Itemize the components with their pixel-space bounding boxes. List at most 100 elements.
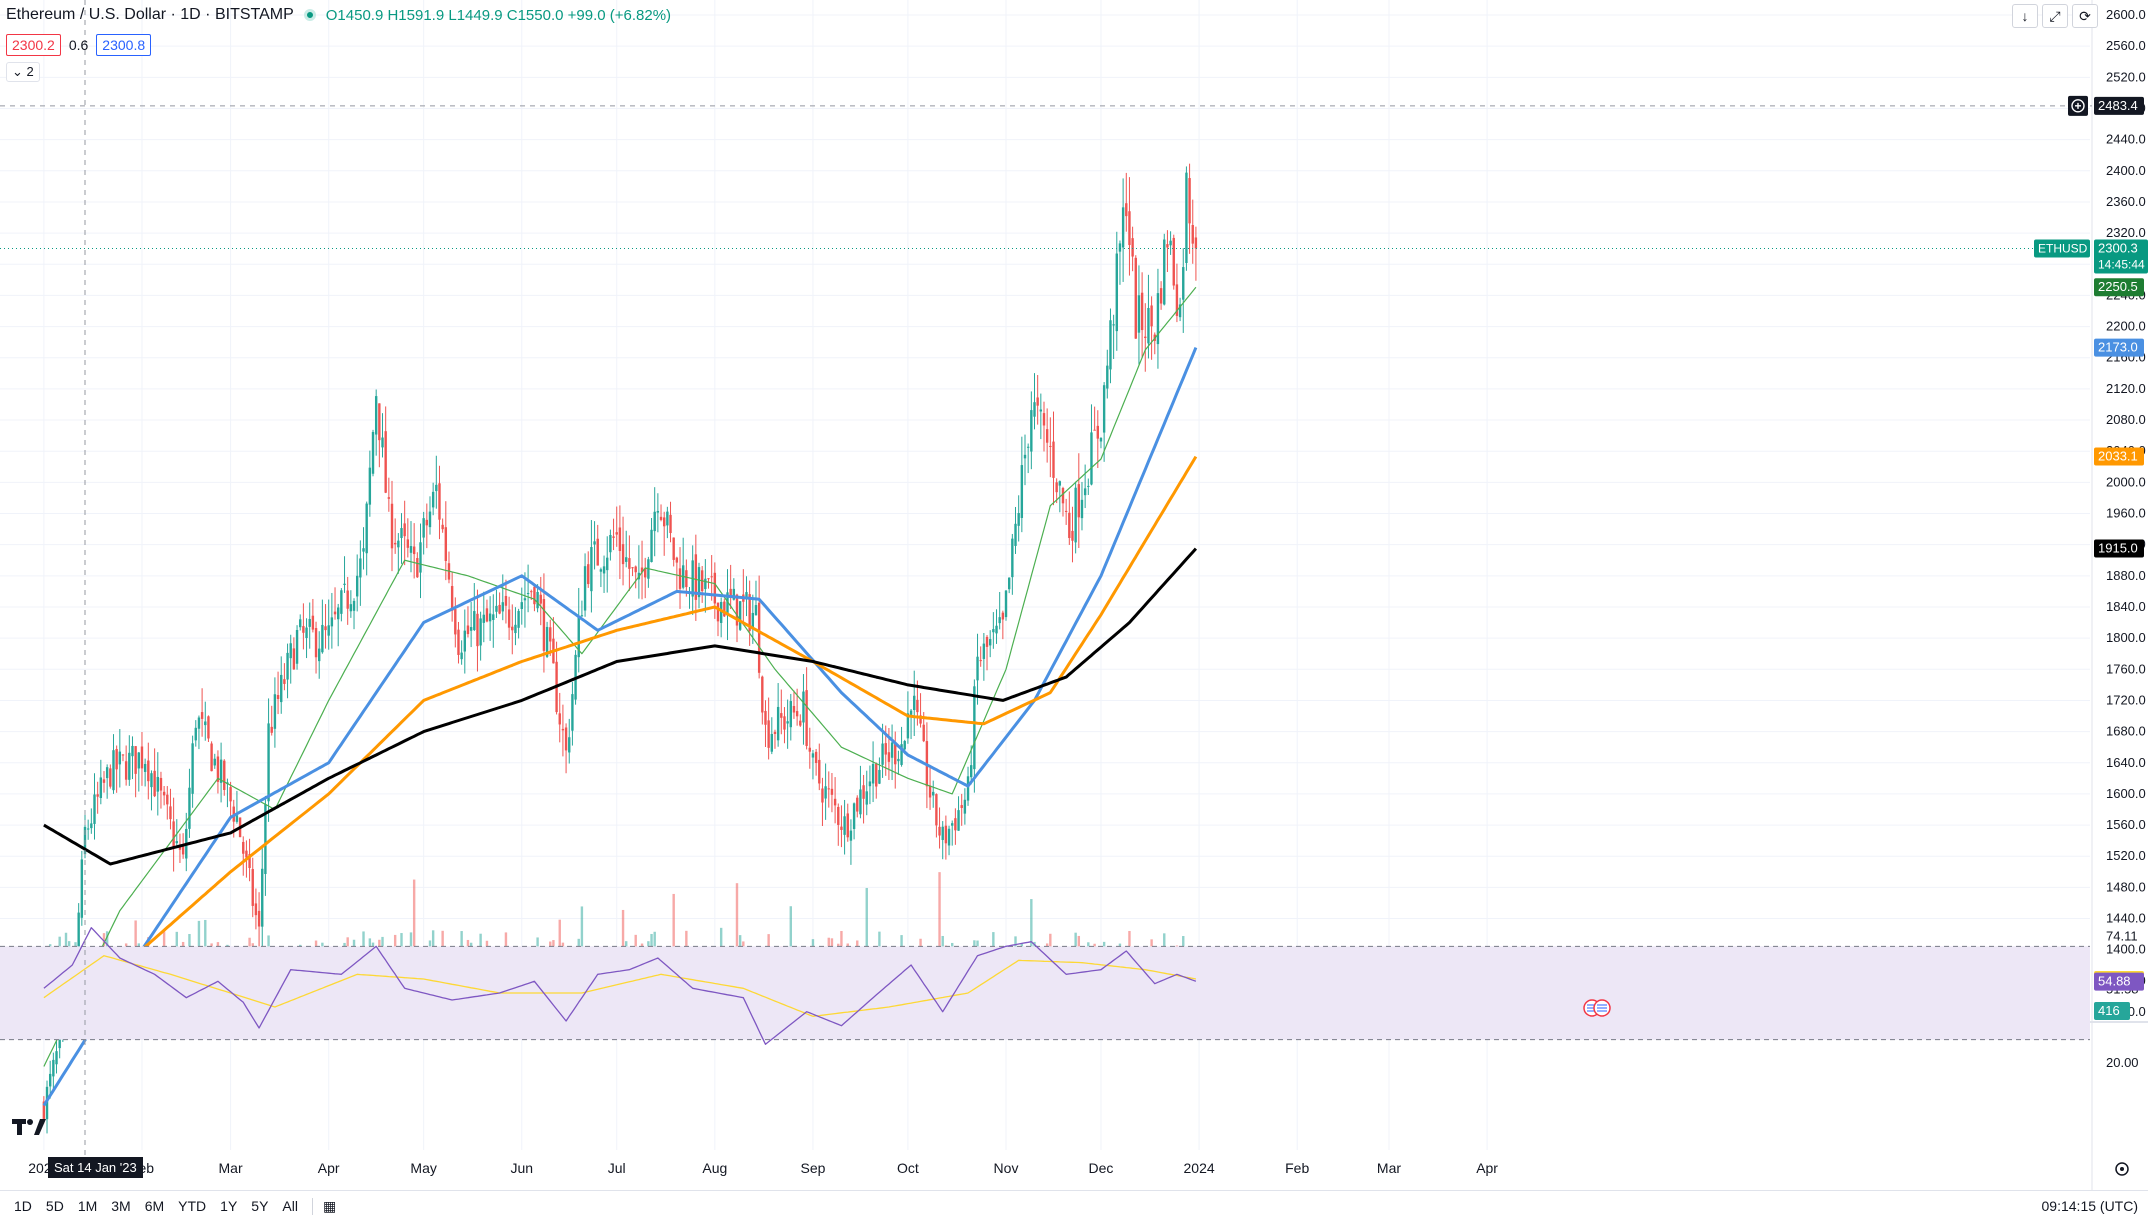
ma20-price-label-bg <box>2094 278 2144 297</box>
candle-body <box>1147 307 1150 344</box>
candle-body <box>295 630 299 664</box>
time-axis-label: Apr <box>318 1160 340 1176</box>
candle-body <box>704 578 707 590</box>
indicator-collapse-toggle[interactable]: ⌄ 2 <box>6 62 40 82</box>
logo-mark-icon <box>12 1119 46 1135</box>
utc-clock[interactable]: 09:14:15 (UTC) <box>2041 1198 2138 1214</box>
range-6m[interactable]: 6M <box>144 1197 165 1214</box>
candle-body <box>172 821 175 848</box>
candle-body <box>393 542 397 545</box>
candle-body <box>526 593 530 595</box>
candle-body <box>381 437 384 448</box>
add-alert-icon[interactable] <box>2068 95 2088 116</box>
candle-body <box>444 527 448 561</box>
collapsed-indicator-count: 2 <box>26 64 34 79</box>
sell-price[interactable]: 2300.2 <box>6 34 61 56</box>
candle-body <box>403 523 406 537</box>
volume-label-text: 416 <box>2098 1003 2120 1018</box>
candle-body <box>833 798 837 806</box>
candle-body <box>596 538 599 566</box>
candle-body <box>406 539 410 548</box>
price-tick-label: 1440.0 <box>2106 911 2146 926</box>
candle-body <box>371 431 375 474</box>
rsi-tick-label: 74.11 <box>2106 929 2138 944</box>
candle-body <box>656 510 660 513</box>
candle-body <box>814 751 818 763</box>
settings-gear-icon[interactable] <box>2115 1162 2129 1176</box>
candle-body <box>1064 510 1068 512</box>
tradingview-logo[interactable] <box>12 1116 46 1144</box>
candle-body <box>792 706 796 713</box>
candle-body <box>748 594 751 631</box>
candle-body <box>223 760 226 790</box>
candle-body <box>362 548 365 552</box>
candle-body <box>909 710 913 715</box>
candle-body <box>1096 425 1099 439</box>
candle-body <box>204 721 207 726</box>
candle-body <box>337 607 340 620</box>
candle-body <box>425 519 429 526</box>
candle-body <box>963 799 967 814</box>
range-ytd[interactable]: YTD <box>178 1197 207 1214</box>
candle-body <box>1011 538 1014 578</box>
fullscreen-icon[interactable]: ⤢ <box>2042 4 2068 28</box>
candle-body <box>966 776 970 801</box>
candle-body <box>1023 454 1027 459</box>
candle-body <box>767 720 770 748</box>
calendar-icon[interactable]: ▦ <box>311 1197 336 1215</box>
candle-body <box>707 578 710 580</box>
candle-body <box>840 826 843 830</box>
candle-body <box>827 788 830 790</box>
candle-body <box>520 602 523 610</box>
range-5y[interactable]: 5Y <box>251 1197 269 1214</box>
time-axis-label: May <box>410 1160 436 1176</box>
candle-body <box>726 592 729 616</box>
candle-body <box>783 716 786 730</box>
candle-body <box>435 484 438 492</box>
candle-body <box>365 503 368 554</box>
candle-body <box>1106 365 1109 389</box>
candle-body <box>659 516 663 520</box>
candle-body <box>482 614 485 623</box>
candle-body <box>58 1032 61 1049</box>
candle-body <box>1039 409 1043 412</box>
candle-body <box>856 797 859 812</box>
range-5d[interactable]: 5D <box>45 1197 64 1214</box>
arrow-down-icon[interactable]: ↓ <box>2012 4 2038 28</box>
range-1d[interactable]: 1D <box>14 1197 32 1214</box>
range-1y[interactable]: 1Y <box>220 1197 238 1214</box>
candle-body <box>678 568 682 589</box>
candle-body <box>719 601 723 623</box>
range-1m[interactable]: 1M <box>77 1197 98 1214</box>
candle-body <box>121 754 125 756</box>
symbol-title[interactable]: Ethereum / U.S. Dollar · 1D · BITSTAMP <box>6 6 294 23</box>
candle-body <box>495 605 498 612</box>
candle-body <box>235 815 239 822</box>
event-flag-icon[interactable] <box>1593 999 1611 1017</box>
candle-body <box>770 733 774 752</box>
candle-body <box>327 625 330 636</box>
candle-body <box>723 601 726 617</box>
candle-body <box>355 575 359 597</box>
candle-body <box>1102 385 1106 433</box>
candle-body <box>261 868 264 927</box>
price-tick-label: 2520.0 <box>2106 69 2146 84</box>
range-3m[interactable]: 3M <box>111 1197 131 1214</box>
candle-body <box>666 511 669 526</box>
candle-body <box>1134 257 1137 339</box>
candle-body <box>188 787 191 829</box>
candle-body <box>1099 437 1103 442</box>
candle-body <box>384 431 387 493</box>
refresh-icon[interactable]: ⟳ <box>2072 4 2098 28</box>
ma50-price-label-bg <box>2094 338 2144 357</box>
price-tick-label: 2600.0 <box>2106 7 2146 22</box>
candle-body <box>346 590 349 609</box>
candle-body <box>1058 481 1062 486</box>
range-all[interactable]: All <box>282 1197 298 1214</box>
buy-price[interactable]: 2300.8 <box>96 34 152 56</box>
gear-center <box>2120 1167 2124 1171</box>
candle-body <box>1172 237 1175 286</box>
price-chart[interactable]: 2600.02560.02520.02480.02440.02400.02360… <box>0 0 2148 1190</box>
ma20-price-label: 2250.5 <box>2094 278 2144 297</box>
price-tick-label: 1680.0 <box>2106 724 2146 739</box>
